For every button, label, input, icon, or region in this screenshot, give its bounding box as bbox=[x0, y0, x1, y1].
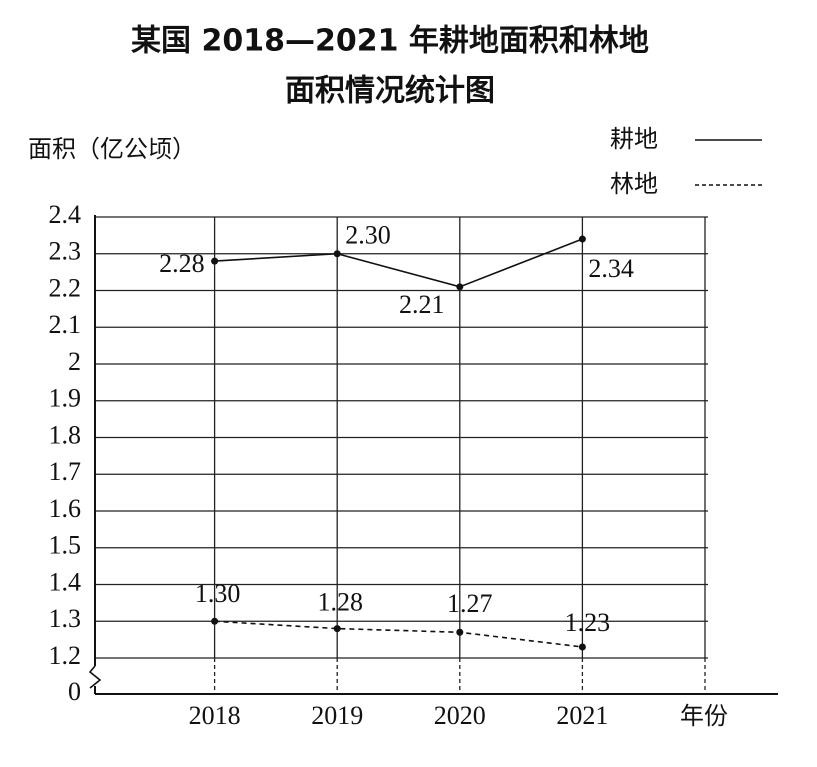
y-tick-label: 2.2 bbox=[49, 273, 82, 302]
x-axis-label: 年份 bbox=[680, 702, 728, 730]
x-tick-label: 2020 bbox=[434, 701, 486, 730]
data-point bbox=[578, 643, 586, 651]
data-point bbox=[333, 250, 341, 258]
axis-break bbox=[88, 665, 102, 689]
data-label: 1.27 bbox=[447, 589, 493, 618]
data-label: 1.23 bbox=[565, 608, 611, 637]
y-tick-label: 1.6 bbox=[49, 494, 82, 523]
series-line bbox=[214, 620, 583, 648]
data-point bbox=[211, 257, 219, 265]
x-tick-label: 2019 bbox=[311, 701, 363, 730]
y-tick-label: 1.9 bbox=[49, 384, 82, 413]
y-tick-label: 1.4 bbox=[49, 567, 82, 596]
x-tick-label: 2021 bbox=[556, 701, 608, 730]
y-tick-label: 0 bbox=[68, 677, 81, 706]
y-tick-label: 2.3 bbox=[49, 237, 82, 266]
data-label: 1.28 bbox=[317, 588, 363, 617]
data-label: 2.21 bbox=[399, 290, 445, 319]
y-tick-label: 2.1 bbox=[49, 310, 82, 339]
data-point bbox=[456, 628, 464, 636]
series-line bbox=[214, 238, 583, 288]
y-tick-label: 1.5 bbox=[49, 531, 82, 560]
y-tick-label: 1.2 bbox=[49, 641, 82, 670]
legend-label: 耕地 bbox=[610, 125, 658, 153]
data-label: 2.30 bbox=[345, 221, 391, 250]
chart-title: 某国 2018—2021 年耕地面积和林地 bbox=[131, 24, 649, 59]
data-point bbox=[333, 625, 341, 633]
data-point bbox=[211, 617, 219, 625]
legend-label: 林地 bbox=[610, 170, 658, 198]
y-tick-label: 2.4 bbox=[49, 200, 82, 229]
data-point bbox=[578, 235, 586, 243]
data-label: 2.28 bbox=[159, 249, 205, 278]
data-label: 1.30 bbox=[195, 579, 241, 608]
y-tick-label: 1.8 bbox=[49, 420, 82, 449]
y-tick-label: 1.7 bbox=[49, 457, 82, 486]
x-tick-label: 2018 bbox=[189, 701, 241, 730]
chart-title: 面积情况统计图 bbox=[285, 74, 495, 109]
y-tick-label: 1.3 bbox=[49, 604, 82, 633]
y-axis-label: 面积（亿公顷） bbox=[28, 135, 196, 163]
data-point bbox=[456, 283, 464, 291]
y-tick-label: 2 bbox=[68, 347, 81, 376]
data-label: 2.34 bbox=[588, 254, 634, 283]
